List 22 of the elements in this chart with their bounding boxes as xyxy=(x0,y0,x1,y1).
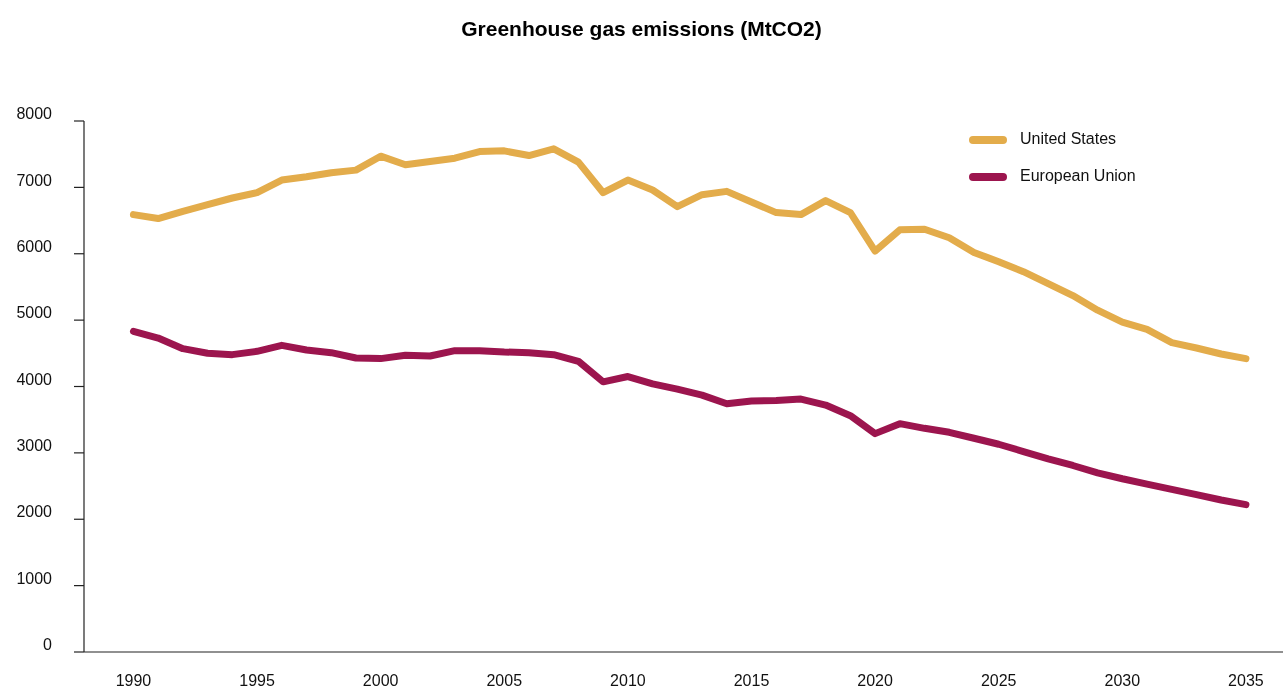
y-tick-label: 4000 xyxy=(16,370,53,388)
y-tick-label: 5000 xyxy=(16,304,53,322)
x-tick-label: 2030 xyxy=(1104,672,1141,689)
x-tick-label: 2010 xyxy=(610,672,646,689)
chart-title: Greenhouse gas emissions (MtCO2) xyxy=(461,17,822,40)
x-tick-label: 2035 xyxy=(1228,672,1264,689)
legend-label: European Union xyxy=(1020,167,1136,185)
x-tick-label: 2020 xyxy=(857,672,893,689)
y-tick-label: 6000 xyxy=(16,237,53,255)
x-tick-label: 2025 xyxy=(980,672,1017,689)
x-tick-label: 2015 xyxy=(733,672,770,689)
x-tick-label: 2005 xyxy=(486,672,523,689)
y-tick-label: 7000 xyxy=(16,171,53,189)
y-tick-label: 0 xyxy=(43,636,53,654)
x-tick-label: 2000 xyxy=(362,672,399,689)
y-tick-label: 2000 xyxy=(16,503,53,521)
legend-label: United States xyxy=(1020,130,1117,148)
y-tick-label: 3000 xyxy=(16,437,53,455)
y-tick-label: 1000 xyxy=(16,569,53,587)
x-tick-label: 1990 xyxy=(115,672,152,689)
x-tick-label: 1995 xyxy=(239,672,275,689)
y-tick-label: 8000 xyxy=(16,105,53,123)
